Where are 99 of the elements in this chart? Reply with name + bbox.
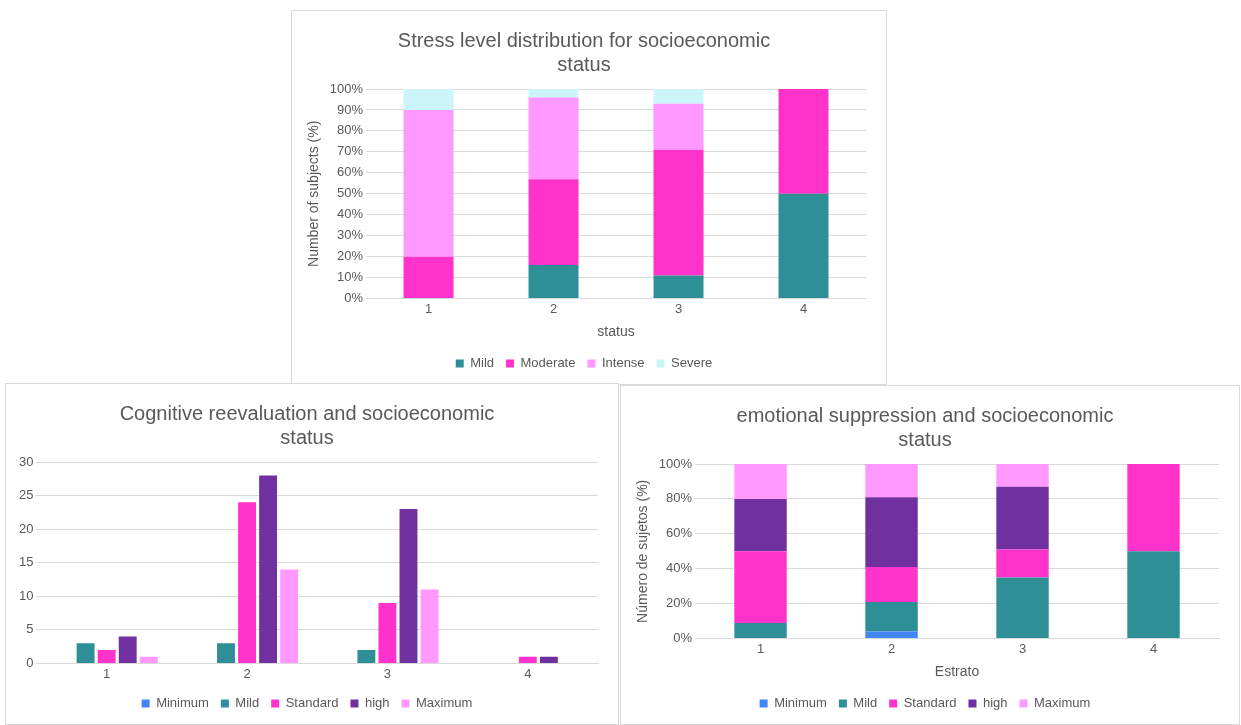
y-tick-label: 70% [337,143,364,159]
bar [399,508,418,663]
y-tick-label: 15 [18,554,34,570]
x-tick-label: 3 [383,665,392,681]
y-tick-label: 80% [666,490,693,506]
bar [280,569,299,663]
bar [865,631,918,639]
bar [734,622,787,639]
legend-label: Maximum [1034,695,1091,711]
bar [528,97,579,180]
bar [238,502,256,663]
y-tick-label: 60% [666,525,693,541]
legend-label: Mild [235,695,260,711]
chart-title: emotional suppression and socioeconomic status [736,403,1114,450]
chart-title: Cognitive reevaluation and socioeconomic status [119,401,495,448]
x-tick-label: 2 [549,300,558,316]
y-axis-title: Number of subjects (%) [305,120,322,267]
bar [528,179,579,266]
bar [653,103,704,150]
bar [996,464,1049,487]
y-tick-label: 100% [658,455,693,471]
bar [403,109,454,257]
legend-label: Moderate [520,355,576,371]
bar [217,643,235,663]
bar [139,656,158,663]
y-tick-label: 0% [673,630,693,646]
y-tick-label: 40% [666,560,693,576]
bar [996,486,1049,550]
y-tick-label: 90% [337,101,364,117]
bar [865,464,918,498]
bar [653,89,704,104]
x-tick-label: 2 [887,640,896,656]
bar [97,649,116,663]
bar [259,475,278,663]
bar [653,275,704,299]
y-tick-label: 20% [337,248,364,264]
y-tick-label: 10% [337,269,364,285]
bar [403,256,454,299]
bar [528,265,579,299]
bar [996,577,1049,639]
x-tick-label: 3 [1018,640,1027,656]
legend-label: Minimum [774,695,827,711]
x-tick-label: 4 [799,300,808,316]
x-tick-label: 1 [103,665,111,681]
bar [528,89,579,98]
y-tick-label: 50% [337,185,364,201]
bar [734,464,787,499]
bar [778,193,829,299]
bar [734,498,787,552]
legend-label: Maximum [416,695,473,711]
bar [734,551,787,623]
x-tick-label: 1 [756,640,765,656]
legend-label: Intense [601,355,645,371]
bar [539,656,558,663]
y-tick-label: 5 [26,621,34,637]
x-tick-label: 4 [1149,640,1158,656]
legend-label: Mild [853,695,878,711]
bar [518,656,537,663]
legend-label: Standard [903,695,957,711]
x-tick-label: 4 [524,665,532,681]
chart-title: Stress level distribution for socioeconomic status [397,28,771,75]
x-tick-label: 1 [424,300,433,316]
bar [378,602,397,663]
x-tick-label: 2 [243,665,251,681]
bar [403,89,454,110]
y-tick-label: 25 [18,487,34,503]
y-tick-label: 30 [18,453,34,469]
legend-label: high [982,695,1008,711]
legend-label: high [364,695,390,711]
bar [76,643,95,663]
y-tick-label: 80% [337,122,364,138]
bar [778,89,829,194]
bar [1127,551,1180,639]
x-tick-label: 3 [674,300,683,316]
bar [653,149,704,276]
y-tick-label: 0 [26,654,34,670]
bar [996,549,1049,578]
y-tick-label: 100% [329,80,364,96]
y-tick-label: 0% [344,290,364,306]
y-tick-label: 20% [666,595,693,611]
y-axis-title: Número de sujetos (%) [634,479,651,623]
bar [865,601,918,632]
y-tick-label: 10 [18,587,34,603]
bar [1127,464,1180,552]
legend-label: Mild [470,355,495,371]
y-tick-label: 40% [337,206,364,222]
bar [118,636,137,663]
bar [865,567,918,602]
legend-label: Minimum [156,695,209,711]
legend-label: Standard [285,695,339,711]
bar [357,649,376,663]
bar [865,497,918,568]
x-axis-title: status [597,323,635,340]
y-tick-label: 30% [337,227,364,243]
legend-label: Severe [671,355,713,371]
x-axis-title: Estrato [934,663,980,680]
y-tick-label: 20 [18,520,34,536]
bar [420,589,439,663]
y-tick-label: 60% [337,164,364,180]
